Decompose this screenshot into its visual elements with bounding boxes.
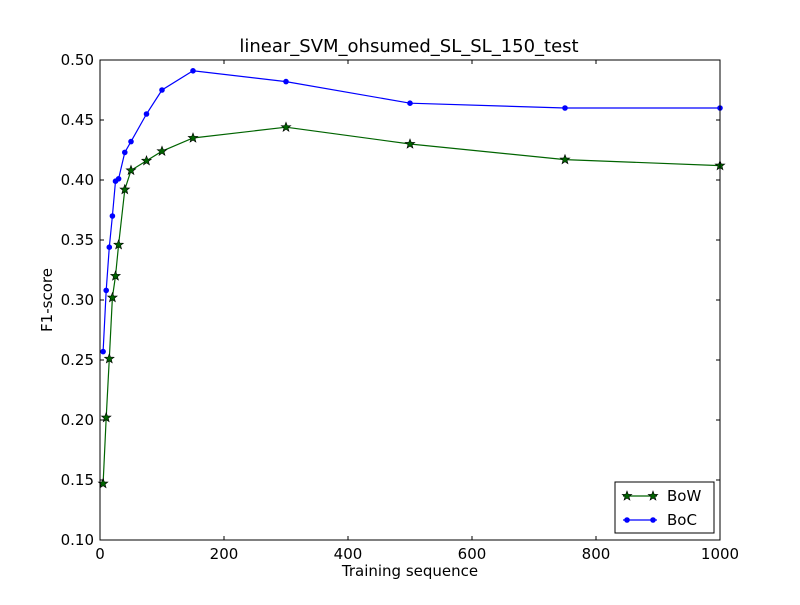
y-tick-label: 0.20: [61, 411, 94, 429]
legend: BoW BoC: [614, 481, 715, 534]
data-point-boc: [100, 348, 106, 355]
y-tick-label: 0.35: [61, 231, 94, 249]
data-point-boc: [143, 111, 150, 117]
legend-label: BoW: [667, 487, 701, 505]
data-point-bow: [187, 132, 199, 143]
data-point-bow: [109, 270, 122, 281]
y-tick-label: 0.15: [61, 471, 94, 489]
data-point-boc: [283, 78, 289, 85]
x-tick-label: 0: [95, 545, 105, 563]
legend-box: [614, 481, 715, 534]
series-layer: [97, 68, 726, 489]
y-axis-label: F1-score: [38, 268, 56, 332]
x-tick-label: 800: [582, 545, 611, 563]
y-tick-label: 0.50: [61, 51, 94, 69]
legend-marker: [621, 490, 633, 501]
data-point-boc: [128, 138, 134, 145]
data-point-boc: [159, 87, 165, 93]
data-point-boc: [103, 287, 109, 294]
data-point-bow: [404, 138, 416, 149]
chart-title: linear_SVM_ohsumed_SL_SL_150_test: [239, 36, 578, 57]
x-axis-label: Training sequence: [341, 562, 478, 580]
series-boc: [100, 68, 723, 355]
x-tick-label: 1000: [701, 545, 739, 563]
data-point-bow: [103, 352, 115, 364]
data-point-boc: [109, 213, 116, 219]
data-point-boc: [106, 244, 113, 250]
data-point-boc: [407, 100, 413, 106]
data-point-bow: [100, 411, 112, 423]
y-tick-label: 0.25: [61, 351, 94, 369]
data-point-bow: [140, 154, 153, 166]
data-point-bow: [113, 238, 125, 250]
legend-item-boc: BoC: [623, 511, 697, 529]
y-tick-label: 0.30: [61, 291, 94, 309]
legend-items: BoW BoC: [621, 487, 701, 529]
series-line-boc: [102, 70, 720, 352]
data-point-boc: [190, 68, 196, 74]
ticks-layer: 0 200 400 600 800 1000 0.10 0.15 0.20 0.25 0.30 0.3…: [61, 51, 740, 563]
x-tick-label: 200: [210, 545, 239, 563]
legend-marker: [647, 490, 659, 501]
legend-label: BoC: [667, 511, 697, 529]
legend-item-bow: BoW: [621, 487, 701, 505]
data-point-boc: [115, 176, 122, 182]
series-bow: [97, 121, 726, 489]
legend-marker: [624, 517, 630, 523]
data-point-bow: [119, 183, 131, 195]
data-point-bow: [106, 291, 118, 303]
data-point-boc: [122, 149, 128, 156]
y-tick-label: 0.10: [61, 531, 94, 549]
legend-marker: [650, 517, 656, 523]
data-point-bow: [559, 153, 571, 165]
y-tick-label: 0.45: [61, 111, 94, 129]
x-tick-label: 600: [458, 545, 487, 563]
x-tick-label: 400: [334, 545, 363, 563]
series-line-bow: [102, 126, 721, 484]
data-point-bow: [156, 145, 168, 156]
y-tick-label: 0.40: [61, 171, 94, 189]
data-point-bow: [125, 164, 137, 176]
data-point-bow: [280, 121, 292, 132]
plot-frame: [99, 59, 721, 541]
data-point-boc: [562, 105, 568, 111]
